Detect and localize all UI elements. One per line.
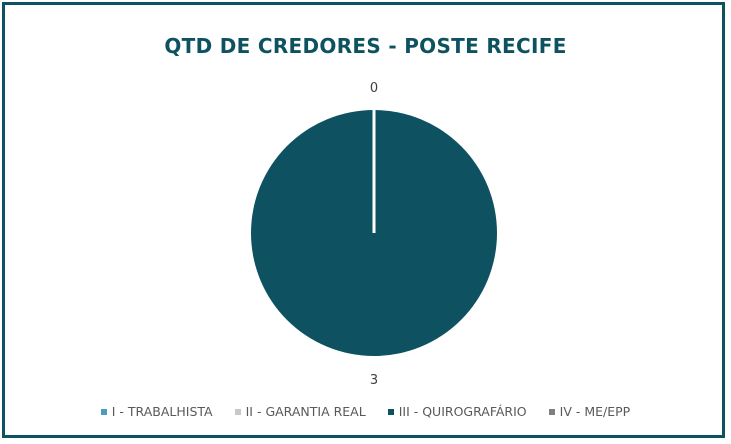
data-label-i-trabalhista: 0 <box>370 81 378 96</box>
data-label-iii-quirografario: 3 <box>370 373 378 388</box>
legend-label: IV - ME/EPP <box>559 404 631 419</box>
legend-swatch <box>100 408 107 415</box>
chart-title: QTD DE CREDORES - POSTE RECIFE <box>164 34 567 58</box>
legend-label: III - QUIROGRAFÁRIO <box>398 404 527 419</box>
legend-swatch <box>548 408 555 415</box>
legend-label: I - TRABALHISTA <box>111 404 213 419</box>
legend-swatch <box>234 408 241 415</box>
legend-swatch <box>387 408 394 415</box>
legend-label: II - GARANTIA REAL <box>245 404 366 419</box>
legend-item-iii-quirografario: III - QUIROGRAFÁRIO <box>387 404 527 419</box>
legend-item-i-trabalhista: I - TRABALHISTA <box>100 404 213 419</box>
legend-item-ii-garantia-real: II - GARANTIA REAL <box>234 404 366 419</box>
chart-legend: I - TRABALHISTA II - GARANTIA REAL III - Q… <box>0 404 731 419</box>
legend-item-iv-me-epp: IV - ME/EPP <box>548 404 631 419</box>
